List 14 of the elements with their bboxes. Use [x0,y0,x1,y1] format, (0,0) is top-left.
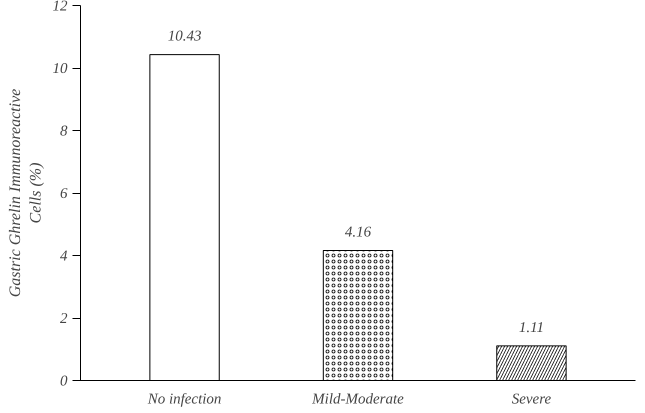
y-tick-label: 6 [60,186,68,202]
y-axis-title: Gastric Ghrelin Immunoreactive Cells (%) [7,88,44,298]
x-tick-label: Severe [512,392,552,408]
data-label: 4.16 [344,224,372,240]
y-tick-label: 2 [60,311,68,327]
data-label: 10.43 [168,28,202,45]
y-tick-label: 8 [60,124,68,140]
y-tick-label: 0 [60,374,68,390]
y-tick-label: 4 [60,248,68,264]
y-tick-label: 12 [52,0,68,14]
data-label: 1.11 [518,320,544,336]
x-tick-label: Mild-Moderate [311,392,404,408]
y-tick-label: 10 [52,61,68,77]
x-tick-label: No infection [146,392,222,408]
